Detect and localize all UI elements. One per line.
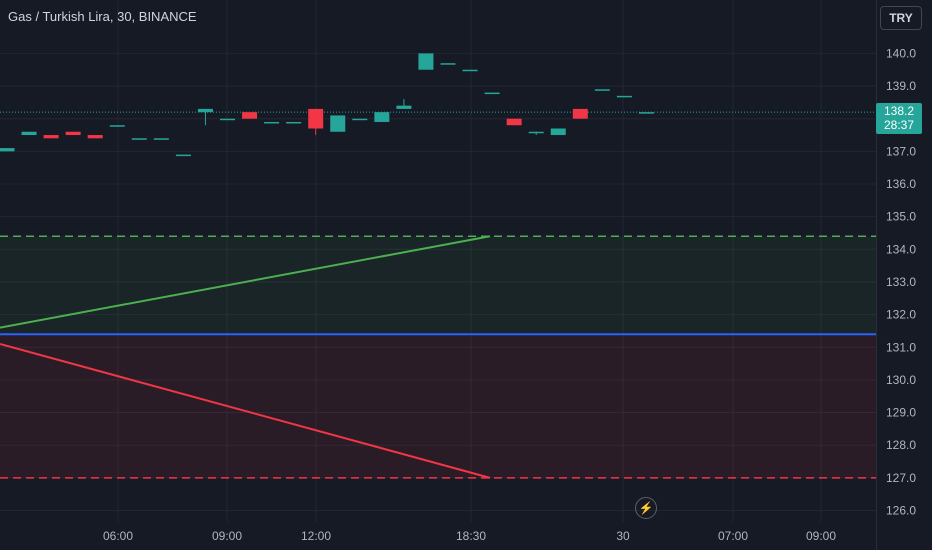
- x-tick-label: 30: [616, 529, 630, 543]
- candle-body: [175, 154, 191, 157]
- candle-body: [418, 53, 434, 70]
- profit-path-line: [0, 235, 491, 329]
- position-zones: [0, 111, 876, 479]
- x-tick-label: 09:00: [806, 529, 836, 543]
- candle-body: [440, 63, 456, 65]
- y-tick-label: 126.0: [886, 504, 916, 518]
- loss-path-line: [0, 343, 491, 479]
- candle-body: [638, 112, 654, 114]
- y-tick-label: 130.0: [886, 373, 916, 387]
- y-tick-label: 140.0: [886, 46, 916, 60]
- candle-body: [43, 135, 59, 139]
- candle-body: [87, 135, 103, 139]
- symbol-title: Gas / Turkish Lira, 30, BINANCE: [8, 9, 197, 24]
- time-axis: 06:00 09:00 12:00 18:30 30 07:00 09:00: [103, 529, 836, 543]
- candle-body: [396, 105, 412, 109]
- x-tick-label: 18:30: [456, 529, 486, 543]
- candle-body: [374, 112, 390, 122]
- y-tick-label: 135.0: [886, 210, 916, 224]
- candle-body: [352, 118, 368, 121]
- last-price-label: 138.2: [883, 104, 915, 118]
- y-tick-label: 129.0: [886, 406, 916, 420]
- y-tick-label: 128.0: [886, 438, 916, 452]
- y-tick-label: 134.0: [886, 242, 916, 256]
- candle-body: [21, 131, 37, 136]
- y-tick-label: 127.0: [886, 471, 916, 485]
- candle-body: [109, 125, 125, 127]
- lightning-icon[interactable]: ⚡: [635, 497, 657, 519]
- x-tick-label: 06:00: [103, 529, 133, 543]
- candle-body: [153, 138, 169, 140]
- grid: [0, 0, 877, 550]
- candle-body: [308, 108, 324, 129]
- y-tick-label: 133.0: [886, 275, 916, 289]
- candle-body: [572, 108, 588, 119]
- profit-zone: [0, 236, 876, 335]
- candle-body: [197, 108, 213, 113]
- candle-body: [242, 112, 258, 119]
- candle-body: [616, 95, 632, 98]
- x-tick-label: 12:00: [301, 529, 331, 543]
- x-tick-label: 07:00: [718, 529, 748, 543]
- bar-countdown: 28:37: [883, 118, 915, 132]
- candle-body: [264, 121, 280, 124]
- candle-body: [220, 118, 235, 121]
- currency-button[interactable]: TRY: [880, 6, 922, 30]
- candle-body: [594, 89, 610, 91]
- x-tick-label: 09:00: [212, 529, 242, 543]
- candle-body: [65, 131, 81, 136]
- candle-body: [462, 69, 478, 72]
- candle-body: [506, 118, 522, 126]
- candles: [0, 53, 654, 157]
- candle-body: [286, 121, 302, 124]
- y-tick-label: 132.0: [886, 308, 916, 322]
- y-tick-label: 139.0: [886, 79, 916, 93]
- loss-zone: [0, 334, 876, 478]
- last-price-tag: 138.2 28:37: [876, 103, 922, 134]
- candle-body: [484, 92, 500, 95]
- y-tick-label: 137.0: [886, 144, 916, 158]
- candle-body: [330, 115, 346, 132]
- candle-body: [528, 131, 544, 134]
- candle-body: [0, 148, 15, 152]
- candle-body: [550, 128, 566, 136]
- candle-body: [131, 138, 147, 140]
- y-tick-label: 131.0: [886, 340, 916, 354]
- y-tick-label: 136.0: [886, 177, 916, 191]
